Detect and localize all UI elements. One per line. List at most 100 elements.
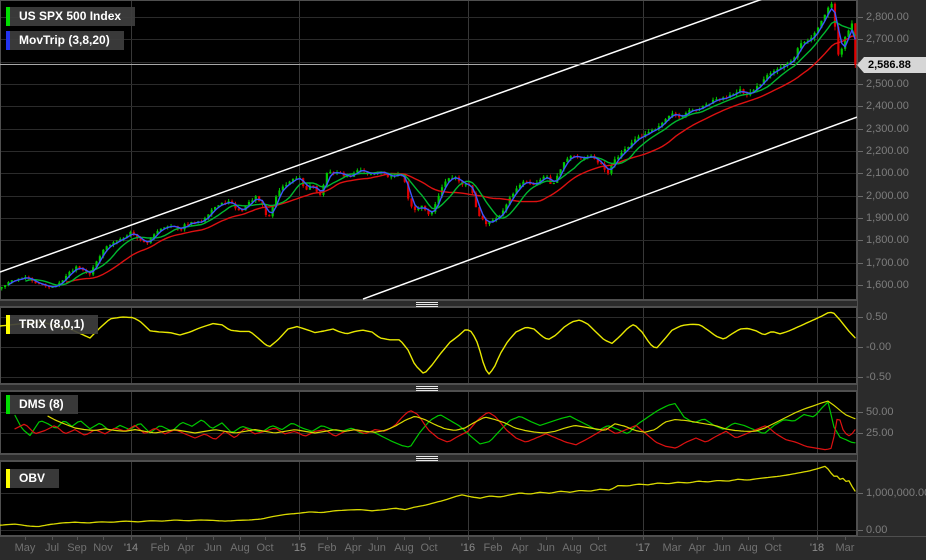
axis-tick-label: 0.00 (866, 524, 888, 536)
time-tick-mark (845, 537, 846, 540)
time-axis-label: Apr (344, 542, 362, 554)
axis-tick-label: 2,000.00 (866, 190, 909, 202)
time-tick-mark (131, 537, 132, 540)
axis-tick-label: -0.50 (866, 371, 892, 383)
time-tick-mark (25, 537, 26, 540)
time-axis-label: '18 (809, 542, 825, 554)
time-axis-label: Jun (204, 542, 222, 554)
dms-panel[interactable]: DMS (8) (0, 391, 857, 454)
panel-divider[interactable] (0, 454, 926, 461)
axis-tick-label: 1,700.00 (866, 257, 909, 269)
time-axis-label: Aug (738, 542, 758, 554)
price-chart-canvas[interactable] (0, 0, 857, 300)
panel-divider[interactable] (0, 300, 926, 307)
legend-color-bar (6, 315, 10, 334)
time-axis-label: Apr (511, 542, 529, 554)
time-axis-label: Feb (483, 542, 503, 554)
time-axis-label: Feb (317, 542, 337, 554)
axis-tick-label: 2,500.00 (866, 78, 909, 90)
axis-tick-mark (858, 433, 863, 434)
axis-tick-label: 2,700.00 (866, 33, 909, 45)
time-tick-mark (773, 537, 774, 540)
legend-label: DMS (8) (19, 397, 64, 411)
panel-divider[interactable] (0, 384, 926, 391)
axis-tick-mark (858, 377, 863, 378)
time-axis-label: '15 (291, 542, 307, 554)
obv-panel[interactable]: OBV (0, 461, 857, 536)
axis-tick-label: 2,800.00 (866, 11, 909, 23)
time-axis-label: Sep (67, 542, 87, 554)
time-tick-mark (722, 537, 723, 540)
axis-tick-mark (858, 106, 863, 107)
time-tick-mark (186, 537, 187, 540)
axis-tick-mark (858, 151, 863, 152)
axis-tick-label: 2,300.00 (866, 123, 909, 135)
axis-tick-mark (858, 347, 863, 348)
price-panel[interactable]: US SPX 500 Index MovTrip (3,8,20) (0, 0, 857, 300)
axis-tick-label: -0.00 (866, 341, 892, 353)
legend-color-bar (6, 395, 10, 414)
dms-chart-canvas[interactable] (0, 391, 857, 454)
time-tick-mark (572, 537, 573, 540)
axis-tick-label: 1,900.00 (866, 212, 909, 224)
time-tick-mark (240, 537, 241, 540)
time-tick-mark (546, 537, 547, 540)
axis-tick-label: 0.50 (866, 311, 888, 323)
time-tick-mark (213, 537, 214, 540)
axis-tick-label: 1,000,000.00 (866, 487, 926, 499)
time-tick-mark (643, 537, 644, 540)
time-tick-mark (52, 537, 53, 540)
time-axis-label: '17 (635, 542, 651, 554)
time-tick-mark (598, 537, 599, 540)
divider-handle-icon[interactable] (416, 386, 438, 391)
time-tick-mark (327, 537, 328, 540)
time-tick-mark (697, 537, 698, 540)
legend-chip-symbol[interactable]: US SPX 500 Index (6, 7, 136, 26)
divider-handle-icon[interactable] (416, 302, 438, 307)
legend-label: MovTrip (3,8,20) (19, 33, 110, 47)
time-tick-mark (520, 537, 521, 540)
price-axis[interactable]: 2,800.002,700.002,600.002,500.002,400.00… (857, 0, 926, 536)
time-tick-mark (817, 537, 818, 540)
trix-panel[interactable]: TRIX (8,0,1) (0, 307, 857, 384)
axis-tick-mark (858, 285, 863, 286)
time-axis-label: Jul (44, 542, 60, 554)
axis-tick-mark (858, 17, 863, 18)
legend-color-bar (6, 7, 10, 26)
time-axis-label: Apr (177, 542, 195, 554)
time-axis[interactable]: May Jul Sep Nov '14 Feb Apr Jun Aug Oct '15 Feb Apr J… (0, 536, 926, 560)
obv-chart-canvas[interactable] (0, 461, 857, 536)
legend-chip-dms[interactable]: DMS (8) (6, 395, 78, 414)
axis-tick-mark (858, 263, 863, 264)
axis-tick-mark (858, 173, 863, 174)
legend-chip-trix[interactable]: TRIX (8,0,1) (6, 315, 99, 334)
time-axis-label: Aug (394, 542, 414, 554)
time-tick-mark (672, 537, 673, 540)
time-axis-label: Mar (662, 542, 682, 554)
time-tick-mark (493, 537, 494, 540)
time-tick-mark (265, 537, 266, 540)
time-axis-label: May (14, 542, 36, 554)
legend-chip-movtrip[interactable]: MovTrip (3,8,20) (6, 31, 124, 50)
time-axis-label: Jun (537, 542, 555, 554)
axis-tick-mark (858, 317, 863, 318)
divider-handle-icon[interactable] (416, 456, 438, 461)
time-axis-label: Oct (256, 542, 274, 554)
legend-chip-obv[interactable]: OBV (6, 469, 60, 488)
last-price-value: 2,586.88 (868, 59, 911, 71)
time-axis-label: Oct (420, 542, 438, 554)
time-axis-label: Oct (589, 542, 607, 554)
time-axis-label: Jun (368, 542, 386, 554)
trix-chart-canvas[interactable] (0, 307, 857, 384)
time-axis-label: Aug (230, 542, 250, 554)
axis-tick-label: 50.00 (866, 406, 894, 418)
time-tick-mark (353, 537, 354, 540)
axis-tick-mark (858, 196, 863, 197)
axis-tick-label: 2,100.00 (866, 167, 909, 179)
axis-tick-label: 2,400.00 (866, 100, 909, 112)
time-axis-label: Nov (93, 542, 113, 554)
legend-label: OBV (19, 471, 46, 485)
legend-color-bar (6, 469, 10, 488)
time-axis-label: '16 (460, 542, 476, 554)
